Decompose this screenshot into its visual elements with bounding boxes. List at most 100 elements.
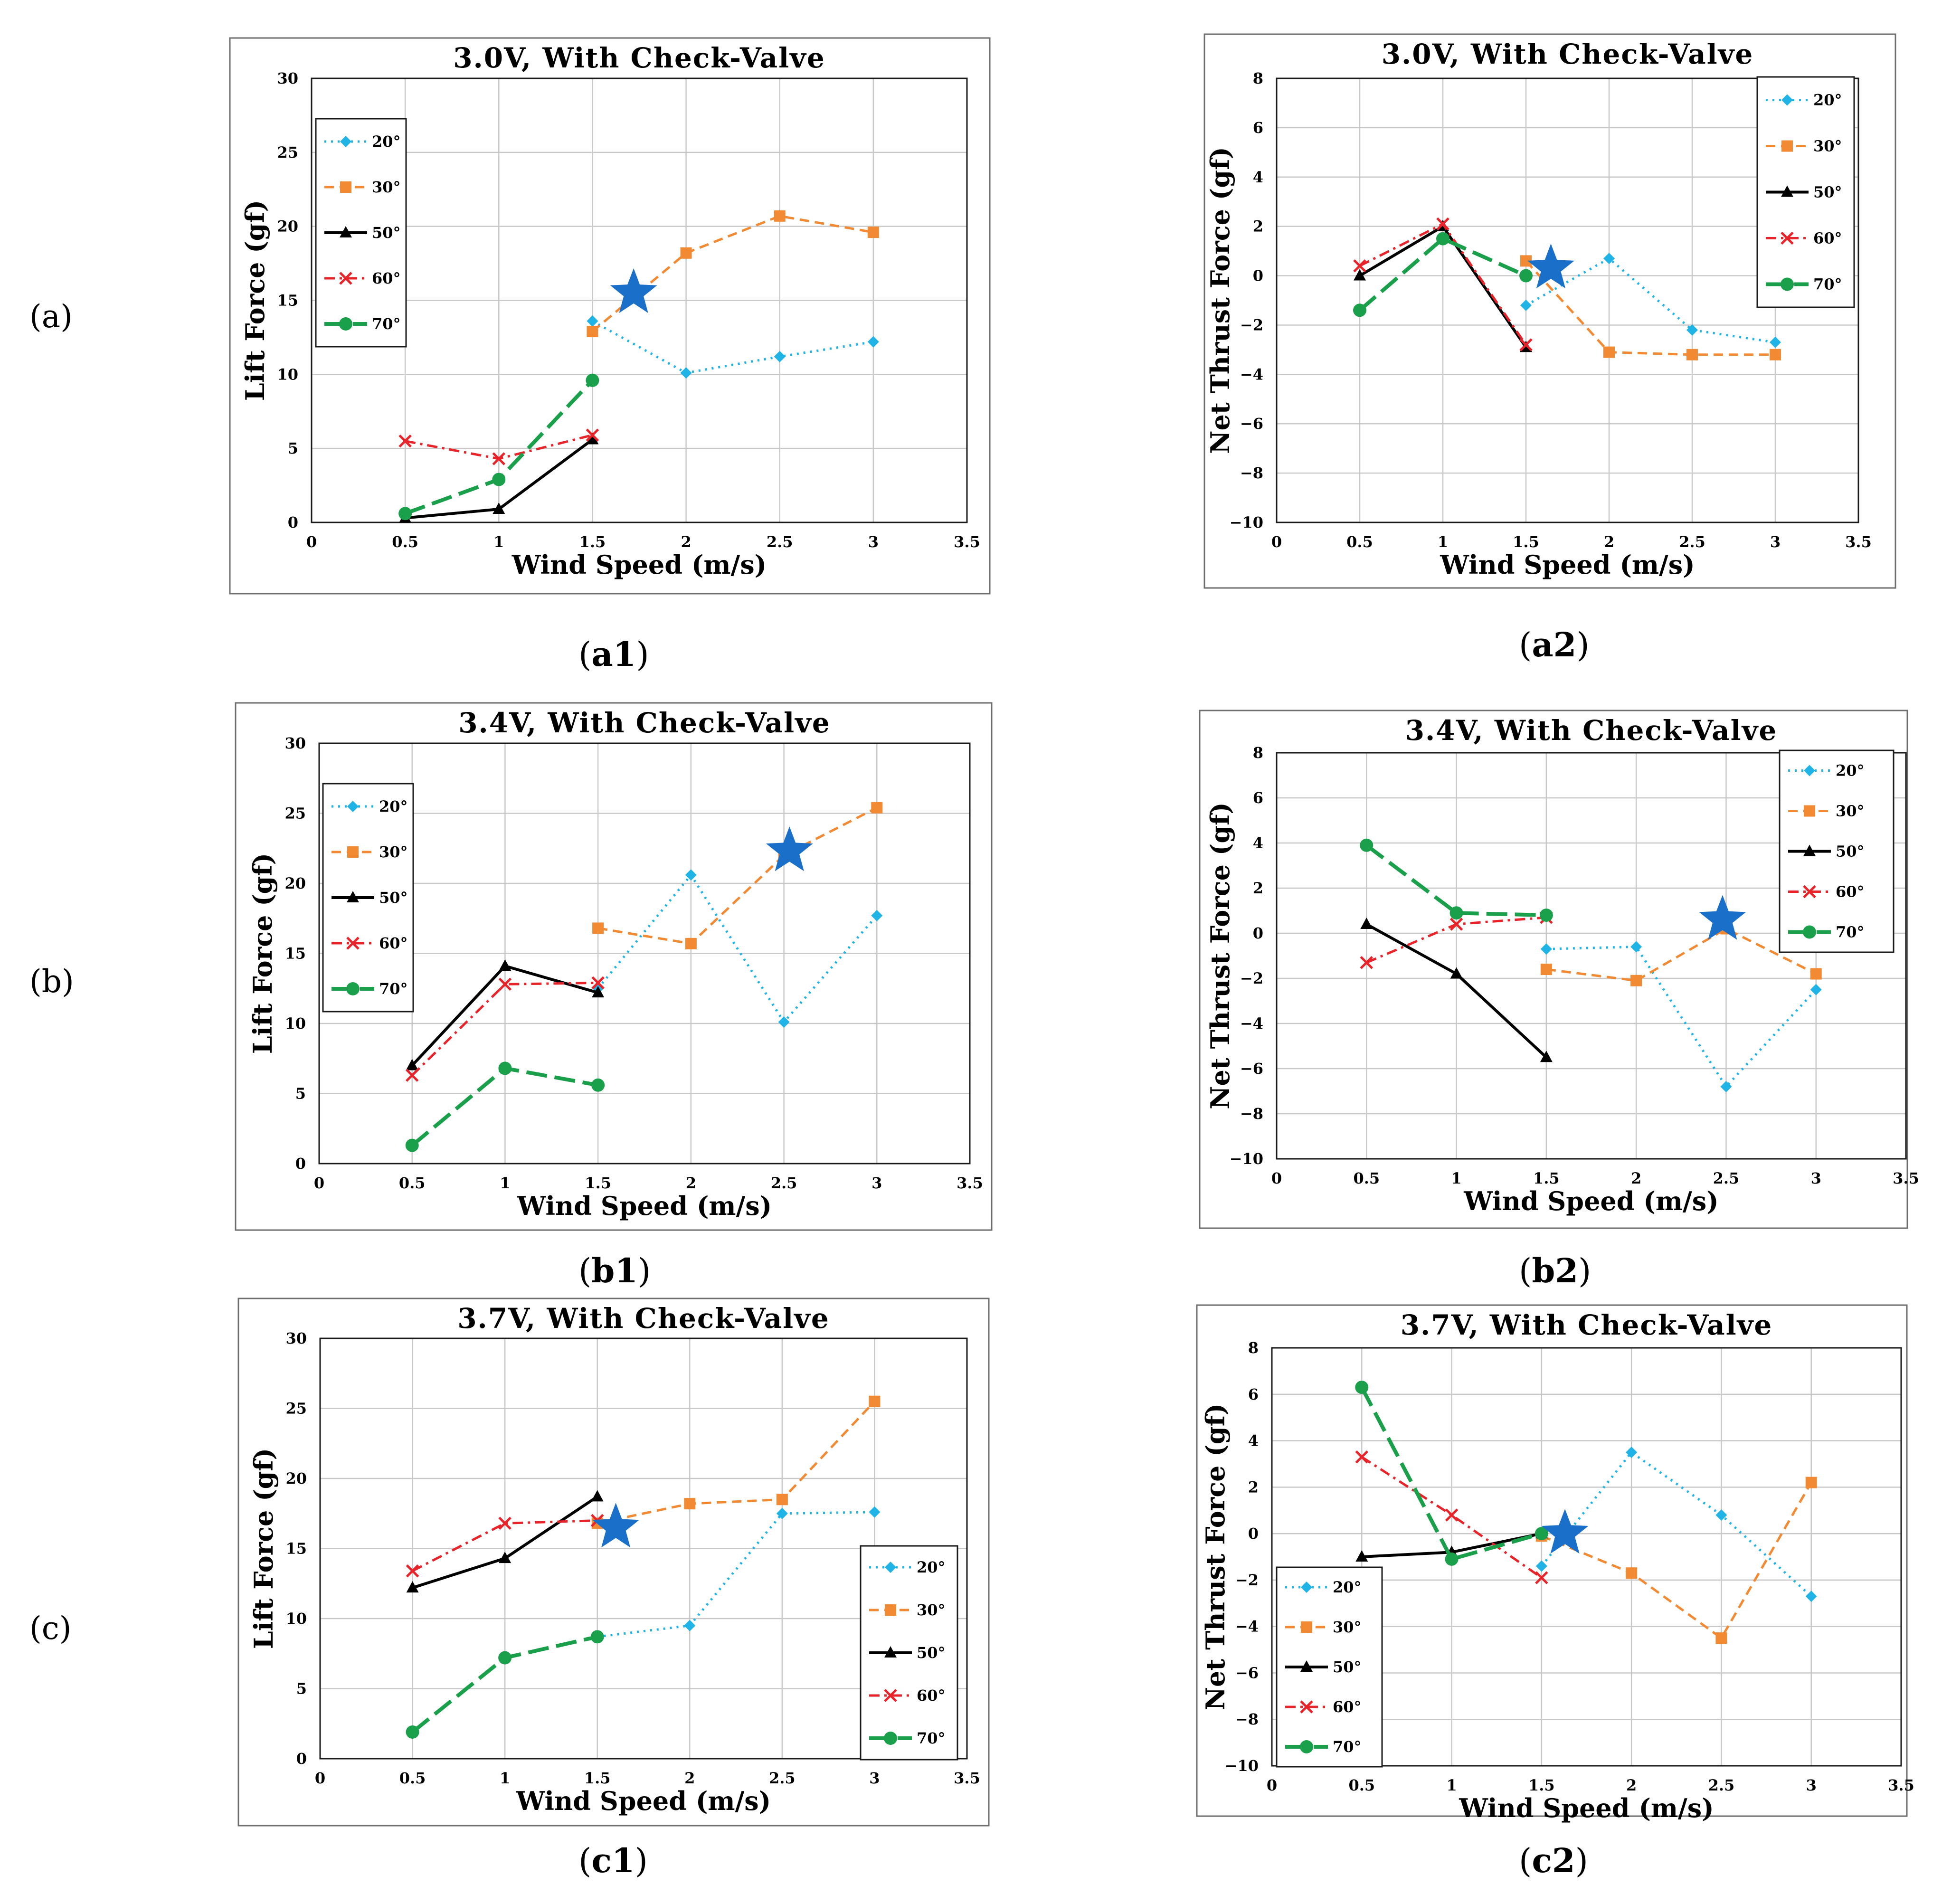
- legend-marker: [1803, 925, 1816, 939]
- data-point: [492, 452, 506, 465]
- y-tick-label: 6: [1253, 119, 1263, 137]
- caption-a1-text: a1: [591, 635, 636, 674]
- data-point: [1626, 1447, 1638, 1458]
- data-point: [1355, 1550, 1368, 1562]
- x-tick-label: 3.5: [954, 1769, 980, 1787]
- legend-label: 60°: [1333, 1698, 1362, 1716]
- legend-item: 50°: [1766, 183, 1842, 201]
- y-tick-label: −8: [1235, 1710, 1259, 1728]
- legend-item: 50°: [324, 224, 401, 242]
- data-point: [1630, 941, 1642, 953]
- data-point: [591, 1490, 604, 1502]
- x-tick-label: 0.5: [1353, 1169, 1380, 1187]
- legend-marker: [1803, 844, 1816, 856]
- caption-c1: (c1): [578, 1841, 648, 1880]
- y-axis-title: Lift Force (gf): [248, 1448, 279, 1649]
- legend-item: 20°: [332, 797, 408, 815]
- series-30deg: [591, 1395, 881, 1529]
- x-tick-label: 0: [1271, 533, 1282, 551]
- x-tick-label: 3: [869, 1769, 880, 1787]
- data-point: [1445, 1508, 1459, 1522]
- legend-marker: [347, 846, 359, 858]
- y-tick-label: 0: [295, 1155, 306, 1173]
- y-tick-label: 2: [1253, 879, 1263, 897]
- legend-marker: [1300, 1700, 1313, 1714]
- legend-marker: [339, 272, 352, 285]
- legend-item: 60°: [332, 934, 408, 952]
- data-point: [1519, 338, 1533, 351]
- data-point: [1540, 1051, 1553, 1062]
- row-label-b: (b): [29, 963, 74, 1000]
- chart-title: 3.7V, With Check-Valve: [457, 1302, 830, 1335]
- data-point: [398, 507, 412, 521]
- data-point: [869, 1506, 881, 1518]
- legend-marker: [1300, 1740, 1313, 1753]
- x-axis-title: Wind Speed (m/s): [517, 1191, 772, 1221]
- y-tick-label: 0: [296, 1750, 307, 1768]
- data-point: [493, 502, 505, 514]
- series-line: [1360, 1386, 1542, 1561]
- x-tick-label: 1.5: [584, 1769, 611, 1787]
- x-tick-label: 1.5: [579, 533, 606, 551]
- legend-marker: [884, 1689, 897, 1702]
- data-point: [406, 1581, 419, 1593]
- legend-label: 70°: [1333, 1738, 1362, 1756]
- data-point: [1436, 232, 1449, 246]
- x-tick-label: 0: [314, 1174, 324, 1192]
- y-tick-label: 30: [284, 734, 306, 752]
- data-point: [587, 325, 598, 337]
- chart-title: 3.4V, With Check-Valve: [1405, 714, 1778, 747]
- data-point: [1810, 984, 1822, 995]
- plot-border: [1276, 77, 1859, 523]
- data-point: [1360, 838, 1374, 852]
- x-tick-label: 3.5: [1893, 1169, 1919, 1187]
- y-tick-label: 25: [284, 805, 306, 823]
- legend-label: 20°: [917, 1558, 946, 1576]
- legend-label: 20°: [1836, 762, 1865, 780]
- data-point: [1715, 1509, 1727, 1521]
- legend-label: 60°: [372, 269, 401, 287]
- x-tick-label: 3: [1806, 1776, 1817, 1794]
- x-tick-label: 2.5: [1713, 1169, 1740, 1187]
- data-point: [406, 1725, 419, 1739]
- data-point: [492, 473, 506, 486]
- data-point: [685, 938, 697, 949]
- x-tick-label: 1: [500, 1174, 510, 1192]
- x-tick-label: 2: [681, 533, 691, 551]
- legend-label: 50°: [372, 224, 401, 242]
- chart-c1: 0 0.5 1 1.5 2 2.5 3 3.5 0 5 10 15 20 25 30 3.7V, With C…: [237, 1298, 990, 1827]
- data-point: [680, 247, 692, 259]
- legend-label: 30°: [917, 1601, 946, 1619]
- legend-item: 50°: [332, 889, 408, 907]
- legend-label: 70°: [917, 1729, 946, 1747]
- legend-marker: [340, 181, 351, 193]
- data-point: [1805, 1477, 1817, 1488]
- row-label-c: (c): [29, 1610, 72, 1647]
- x-tick-label: 0: [315, 1769, 325, 1787]
- legend-label: 60°: [1836, 883, 1865, 901]
- series-70deg: [1355, 1381, 1548, 1566]
- data-point: [871, 909, 883, 921]
- legend-item: 60°: [1285, 1698, 1362, 1716]
- data-point: [499, 1552, 512, 1563]
- legend-item: 70°: [324, 315, 401, 333]
- data-point: [498, 977, 512, 991]
- series-line: [1361, 1456, 1543, 1579]
- data-point: [586, 428, 599, 442]
- legend-marker: [1804, 765, 1815, 777]
- data-point: [498, 1061, 512, 1075]
- y-tick-label: −10: [1230, 1150, 1263, 1168]
- y-tick-label: −4: [1240, 1014, 1263, 1033]
- legend-item: 20°: [1285, 1578, 1362, 1596]
- y-tick-label: 2: [1248, 1478, 1259, 1496]
- y-tick-label: 8: [1253, 744, 1263, 762]
- series-20deg: [1540, 941, 1822, 1092]
- data-point: [1353, 303, 1366, 317]
- caption-a2-text: a2: [1532, 625, 1577, 664]
- x-tick-label: 2.5: [1708, 1776, 1735, 1794]
- series-30deg: [1520, 255, 1781, 360]
- y-tick-label: 0: [1248, 1525, 1259, 1543]
- legend-label: 30°: [1813, 137, 1842, 155]
- series-20deg: [587, 315, 879, 379]
